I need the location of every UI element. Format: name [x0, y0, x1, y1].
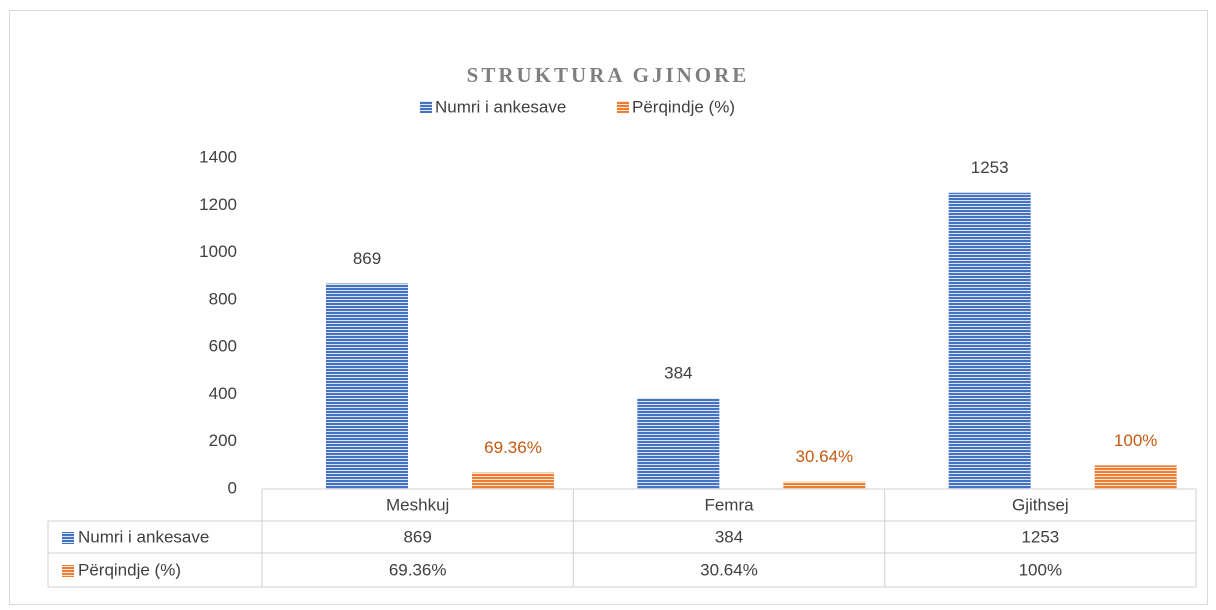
- data-label: 100%: [1114, 431, 1157, 450]
- legend-swatch: [617, 101, 629, 113]
- bar: [326, 283, 408, 489]
- data-label: 30.64%: [795, 447, 853, 466]
- bar: [637, 398, 720, 489]
- legend-label: Përqindje (%): [632, 97, 735, 116]
- y-tick-label: 200: [209, 431, 237, 450]
- legend-swatch: [62, 565, 74, 577]
- y-tick-label: 800: [209, 289, 237, 308]
- table-cell: 30.64%: [700, 560, 758, 579]
- legend-swatch: [62, 532, 74, 544]
- bar: [948, 192, 1031, 489]
- table-cell: 1253: [1021, 527, 1059, 546]
- bar: [783, 481, 866, 489]
- table-row-header: Numri i ankesave: [78, 527, 209, 546]
- table-cell: 100%: [1019, 560, 1062, 579]
- data-label: 384: [664, 364, 692, 383]
- bar: [472, 472, 554, 489]
- table-cell: 69.36%: [389, 560, 447, 579]
- table-cell: 384: [715, 527, 743, 546]
- legend-label: Numri i ankesave: [435, 97, 566, 116]
- data-label: 869: [353, 249, 381, 268]
- y-tick-label: 1400: [199, 147, 237, 166]
- y-tick-label: 400: [209, 384, 237, 403]
- y-tick-label: 0: [228, 478, 237, 497]
- table-row-header: Përqindje (%): [78, 560, 181, 579]
- table-cell: 869: [403, 527, 431, 546]
- y-tick-label: 1000: [199, 242, 237, 261]
- legend-swatch: [420, 101, 432, 113]
- y-tick-label: 600: [209, 337, 237, 356]
- chart-title: STRUKTURA GJINORE: [467, 63, 750, 87]
- x-tick-label: Gjithsej: [1012, 495, 1069, 514]
- bar: [1094, 465, 1177, 489]
- x-tick-label: Meshkuj: [386, 495, 449, 514]
- x-tick-label: Femra: [704, 495, 754, 514]
- y-tick-label: 1200: [199, 195, 237, 214]
- data-label: 69.36%: [484, 438, 542, 457]
- data-label: 1253: [971, 158, 1009, 177]
